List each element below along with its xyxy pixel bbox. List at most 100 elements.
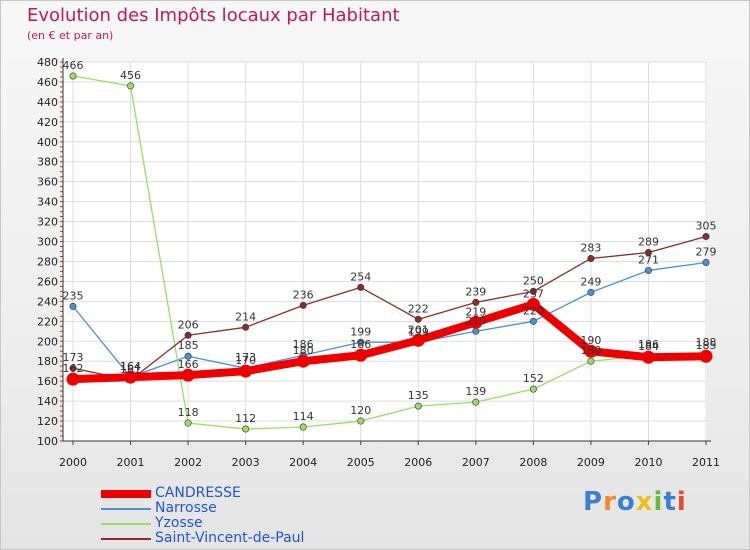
- data-point-candresse: [296, 354, 310, 368]
- x-tick-label: 2004: [289, 456, 317, 469]
- y-tick-label: 280: [37, 255, 58, 268]
- point-label-narrosse: 185: [178, 339, 199, 352]
- point-label-narrosse: 164: [120, 360, 141, 373]
- y-tick-label: 160: [37, 375, 58, 388]
- data-point-saint-vincent-de-paul: [702, 233, 710, 241]
- point-label-narrosse: 199: [350, 325, 371, 338]
- point-label-saint-vincent-de-paul: 289: [638, 235, 659, 248]
- point-label-narrosse: 220: [523, 304, 544, 317]
- point-label-narrosse: 210: [465, 314, 486, 327]
- point-label-candresse: 162: [63, 362, 84, 375]
- y-tick-label: 300: [37, 236, 58, 249]
- data-point-candresse: [584, 344, 598, 358]
- data-point-yzosse: [184, 419, 192, 427]
- series-line-candresse: [69, 300, 710, 384]
- x-tick-label: 2011: [692, 456, 720, 469]
- point-label-candresse: 186: [350, 338, 371, 351]
- data-point-saint-vincent-de-paul: [414, 315, 422, 323]
- y-tick-label: 120: [37, 415, 58, 428]
- point-label-saint-vincent-de-paul: 250: [523, 274, 544, 287]
- series-layer: [66, 72, 713, 433]
- data-point-candresse: [354, 348, 368, 362]
- y-tick-label: 220: [37, 315, 58, 328]
- data-point-yzosse: [414, 402, 422, 410]
- point-label-saint-vincent-de-paul: 173: [63, 351, 84, 364]
- point-label-narrosse: 271: [638, 253, 659, 266]
- logo-letter: P: [583, 487, 604, 517]
- data-point-yzosse: [127, 82, 135, 90]
- data-point-narrosse: [69, 302, 77, 310]
- y-tick-label: 460: [37, 76, 58, 89]
- point-label-yzosse: 120: [350, 404, 371, 417]
- data-point-narrosse: [529, 317, 537, 325]
- point-label-narrosse: 186: [293, 338, 314, 351]
- x-tick-label: 2006: [404, 456, 432, 469]
- x-tick-label: 2009: [577, 456, 605, 469]
- y-tick-label: 440: [37, 96, 58, 109]
- point-label-yzosse: 466: [63, 59, 84, 72]
- point-label-yzosse: 118: [178, 406, 199, 419]
- data-point-yzosse: [357, 417, 365, 425]
- legend-label: Narrosse: [155, 500, 217, 516]
- data-point-narrosse: [357, 338, 365, 346]
- series-line-narrosse: [72, 261, 707, 378]
- x-tick-label: 2000: [59, 456, 87, 469]
- logo-text: Proxiti: [583, 487, 687, 517]
- series-line-yzosse: [72, 75, 707, 430]
- point-label-narrosse: 235: [63, 289, 84, 302]
- data-point-yzosse: [242, 425, 250, 433]
- data-point-saint-vincent-de-paul: [587, 254, 595, 262]
- point-label-narrosse: 173: [235, 351, 256, 364]
- y-tick-label: 180: [37, 355, 58, 368]
- point-label-narrosse: 279: [696, 245, 717, 258]
- data-point-saint-vincent-de-paul: [242, 323, 250, 331]
- point-label-saint-vincent-de-paul: 161: [120, 363, 141, 376]
- y-tick-label: 140: [37, 395, 58, 408]
- point-label-saint-vincent-de-paul: 305: [696, 220, 717, 233]
- plot-area: [63, 62, 707, 441]
- data-point-yzosse: [587, 357, 595, 365]
- y-tick-label: 320: [37, 216, 58, 229]
- point-label-saint-vincent-de-paul: 214: [235, 310, 256, 323]
- point-label-candresse: 164: [120, 360, 141, 373]
- data-point-yzosse: [472, 398, 480, 406]
- point-label-candresse: 184: [638, 340, 659, 353]
- point-label-yzosse: 135: [408, 389, 429, 402]
- data-point-narrosse: [184, 352, 192, 360]
- point-label-narrosse: 249: [580, 275, 601, 288]
- grid-layer: [63, 61, 707, 442]
- y-tick-label: 400: [37, 136, 58, 149]
- logo-letter: i: [676, 487, 687, 517]
- logo-letter: r: [603, 487, 617, 517]
- chart-title: Evolution des Impôts locaux par Habitant: [27, 5, 400, 26]
- data-point-candresse: [124, 370, 138, 384]
- point-label-saint-vincent-de-paul: 206: [178, 318, 199, 331]
- point-label-candresse: 180: [293, 344, 314, 357]
- y-tick-label: 380: [37, 156, 58, 169]
- data-point-candresse: [66, 372, 80, 386]
- x-tick-label: 2001: [117, 456, 145, 469]
- legend-swatch: [101, 508, 151, 510]
- data-point-yzosse: [529, 385, 537, 393]
- data-point-saint-vincent-de-paul: [299, 301, 307, 309]
- point-label-candresse: 237: [523, 287, 544, 300]
- data-point-narrosse: [644, 266, 652, 274]
- point-label-candresse: 185: [696, 339, 717, 352]
- logo-letter: o: [616, 487, 636, 517]
- point-label-yzosse: 114: [293, 410, 314, 423]
- point-label-candresse: 170: [235, 354, 256, 367]
- chart-subtitle: (en € et par an): [27, 29, 114, 42]
- data-point-yzosse: [69, 72, 77, 80]
- logo-letter: i: [653, 487, 664, 517]
- point-label-yzosse: 180: [580, 344, 601, 357]
- y-tick-label: 360: [37, 176, 58, 189]
- data-point-saint-vincent-de-paul: [644, 248, 652, 256]
- data-point-candresse: [526, 297, 540, 311]
- data-point-narrosse: [587, 288, 595, 296]
- y-tick-label: 100: [37, 435, 58, 448]
- data-point-candresse: [181, 368, 195, 382]
- x-tick-label: 2003: [232, 456, 260, 469]
- legend-label: CANDRESSE: [155, 485, 241, 501]
- legend-swatch: [101, 490, 151, 498]
